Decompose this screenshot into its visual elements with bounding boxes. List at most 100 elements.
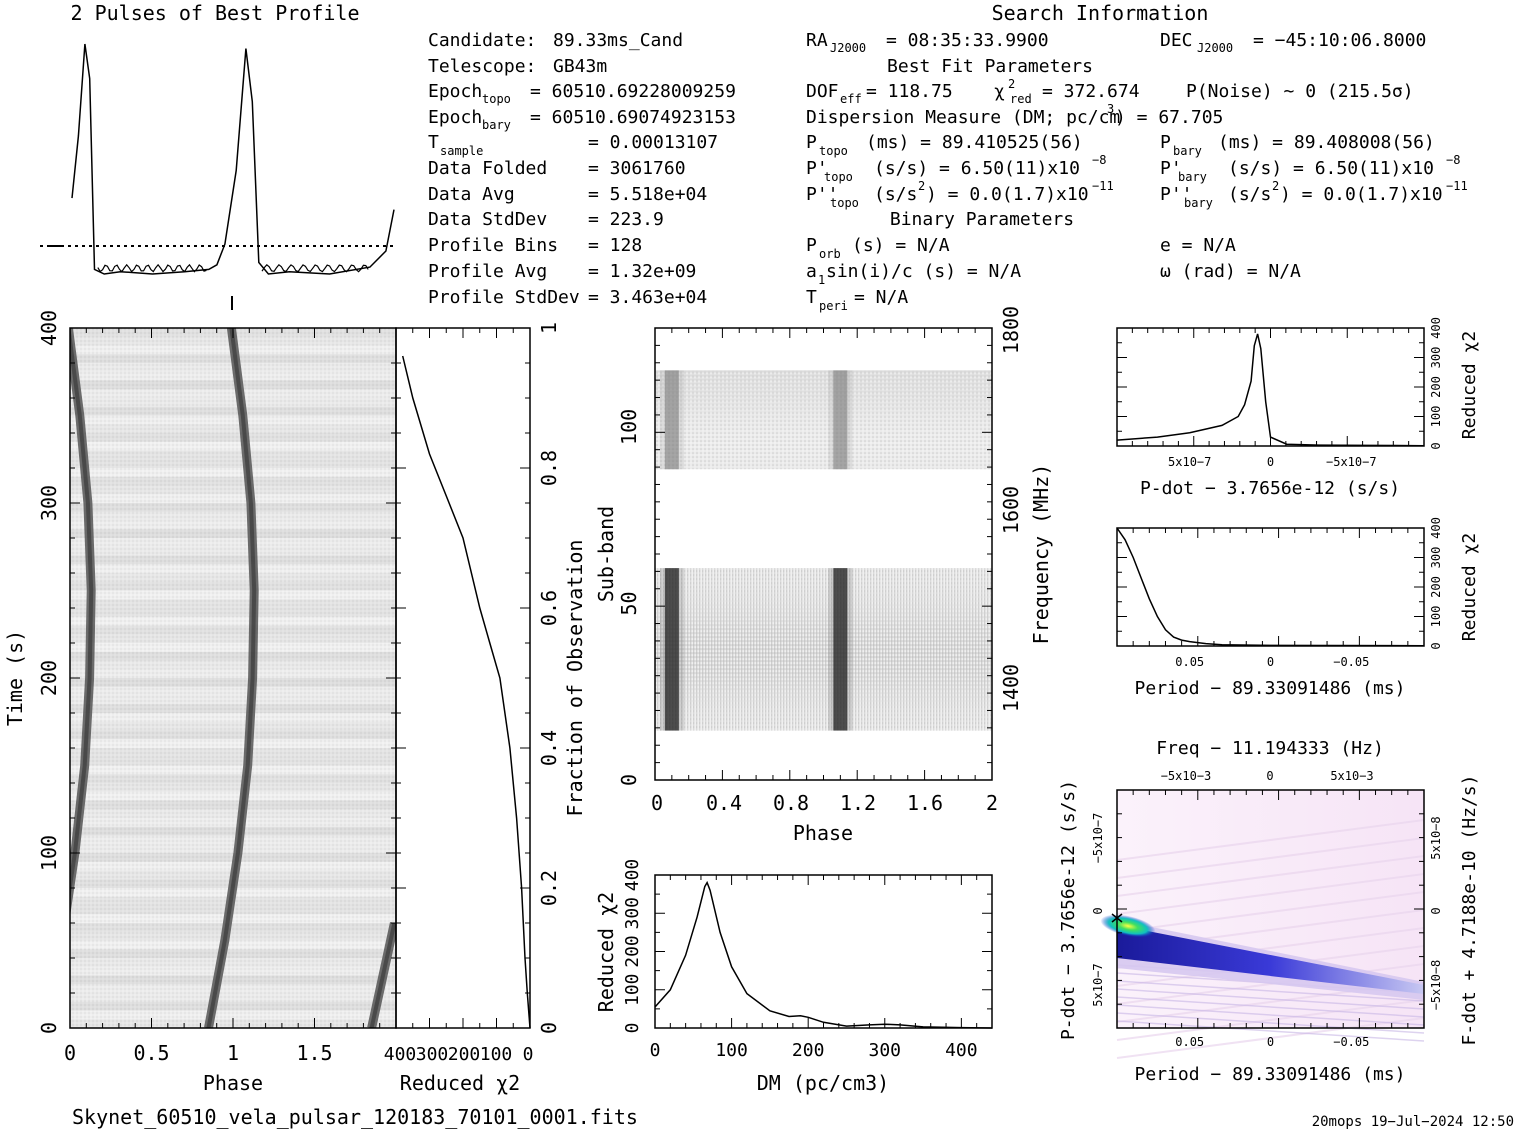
subband-row <box>655 728 992 731</box>
best-fit-marker <box>1111 913 1123 923</box>
subband-row <box>655 612 992 615</box>
subband-row <box>655 684 992 687</box>
chi-label: χ <box>994 81 1005 102</box>
subband-xtick-label: 0 <box>651 791 663 815</box>
time-phase-ytick-label: 100 <box>37 835 61 871</box>
subband-row <box>655 648 992 651</box>
period-ytick-label: 400 <box>1429 517 1443 539</box>
chi-fraction-plot: 400 300 200 100 00 0.2 0.4 0.6 0.8 1 Reduced χ2 F… <box>384 322 587 1095</box>
porb-sub: orb <box>819 247 841 261</box>
time-phase-row <box>70 914 396 923</box>
time-phase-xtick-label: 1.5 <box>296 1041 332 1065</box>
pdot-frame <box>1116 327 1425 447</box>
pddtopo-sup: 2 <box>918 179 925 193</box>
subband-row <box>655 636 992 639</box>
pavg-label: Profile Avg <box>428 261 547 282</box>
asini-label: a <box>806 261 817 282</box>
map-xtick-label: −0.05 <box>1333 1035 1369 1049</box>
pdot-ytick-label: 200 <box>1429 376 1443 398</box>
subband-ytick-label: 100 <box>617 409 641 445</box>
pulse-track-core <box>70 328 94 900</box>
epoch-bary-sub: bary <box>482 118 511 132</box>
subband-row <box>655 370 992 373</box>
time-phase-row <box>70 993 396 1002</box>
time-phase-row <box>70 651 396 661</box>
chi-fraction-ytick-label: 1 <box>537 322 561 334</box>
time-phase-row <box>70 739 396 748</box>
dm-line <box>654 880 993 1029</box>
time-phase-row <box>70 485 396 495</box>
time-phase-row <box>70 459 396 468</box>
map-lower-streak <box>1116 988 1425 1010</box>
map-streak <box>1116 837 1425 879</box>
subband-y2label: Frequency (MHz) <box>1029 464 1053 645</box>
time-phase-row <box>70 433 396 442</box>
pdtopo-value: (s/s) = 6.50(11)x10 <box>874 158 1080 179</box>
time-phase-row <box>70 800 396 810</box>
time-phase-ytick-label: 0 <box>37 1022 61 1034</box>
subband-row <box>655 708 992 711</box>
pdot-line <box>1116 333 1425 447</box>
subband-row <box>655 668 992 671</box>
tsample-value: = 0.00013107 <box>588 132 718 153</box>
epoch-topo-sub: topo <box>482 92 511 106</box>
chi-sup: 2 <box>1008 77 1015 91</box>
time-phase-row <box>70 669 396 678</box>
subband-row <box>655 386 992 389</box>
map-y2tick-label: 0 <box>1429 907 1443 914</box>
dm-xtick-label: 300 <box>869 1040 902 1061</box>
map-lower-streak <box>1116 1020 1425 1042</box>
subband-row <box>655 680 992 683</box>
period-xlabel: Period − 89.33091486 (ms) <box>1135 678 1406 699</box>
time-phase-row <box>70 695 396 705</box>
map-x2tick-label: −5x10−3 <box>1161 769 1212 783</box>
pbary-value: (ms) = 89.408008(56) <box>1218 132 1435 153</box>
subband-row <box>655 700 992 703</box>
chi-sub: red <box>1010 92 1032 106</box>
dec-sub: J2000 <box>1197 41 1233 55</box>
chi-fraction-frame <box>395 327 531 1029</box>
time-phase-plot: 0 0.5 1 1.5 0 100 200 300 400 Phase Time (s) <box>3 310 397 1095</box>
ra-value: = 08:35:33.9900 <box>886 30 1049 51</box>
subband-row <box>655 398 992 401</box>
pdot-ytick-label: 100 <box>1429 406 1443 428</box>
dm-xtick-label: 400 <box>945 1040 978 1061</box>
pdbary-value: (s/s) = 6.50(11)x10 <box>1228 158 1434 179</box>
subband-xtick-label: 2 <box>986 791 998 815</box>
time-phase-row <box>70 608 396 617</box>
ptopo-sub: topo <box>819 144 848 158</box>
time-phase-xtick-label: 0 <box>64 1041 76 1065</box>
time-phase-row <box>70 564 396 573</box>
porb-value: (s) = N/A <box>852 235 950 256</box>
profile-noise-line <box>97 263 207 273</box>
time-phase-row <box>70 975 396 985</box>
subband-y2tick-label: 1400 <box>999 664 1023 712</box>
subband-row <box>655 402 992 405</box>
pdot-xlabel: P-dot − 3.7656e-12 (s/s) <box>1140 478 1400 499</box>
time-phase-ytick-label: 200 <box>37 660 61 696</box>
period-frame <box>1116 527 1425 647</box>
time-phase-row <box>70 704 396 713</box>
dm-ytick-label: 0 <box>622 1023 643 1034</box>
time-phase-row <box>70 686 396 696</box>
ptopo-label: P <box>806 132 817 153</box>
pdot-xtick-label: −5x10−7 <box>1326 455 1377 469</box>
subband-xlabel: Phase <box>793 821 853 845</box>
pdot-xtick-label: 0 <box>1267 455 1274 469</box>
subband-row <box>655 426 992 429</box>
subband-pulse-halo <box>828 370 853 470</box>
dec-label: DEC <box>1160 30 1193 51</box>
ptopo-value: (ms) = 89.410525(56) <box>866 132 1083 153</box>
subband-row <box>655 692 992 695</box>
time-phase-row <box>70 923 396 932</box>
pdot-ytick-label: 300 <box>1429 347 1443 369</box>
subband-row <box>655 450 992 453</box>
period-ytick-label: 200 <box>1429 576 1443 598</box>
map-y2tick-label: −5x10−8 <box>1429 960 1443 1011</box>
subband-pulse-halo <box>828 568 853 731</box>
search-title: Search Information <box>992 1 1209 25</box>
dm-ytick-label: 200 <box>622 935 643 968</box>
period-ytick-label: 100 <box>1429 606 1443 628</box>
profile-plot <box>40 43 395 310</box>
